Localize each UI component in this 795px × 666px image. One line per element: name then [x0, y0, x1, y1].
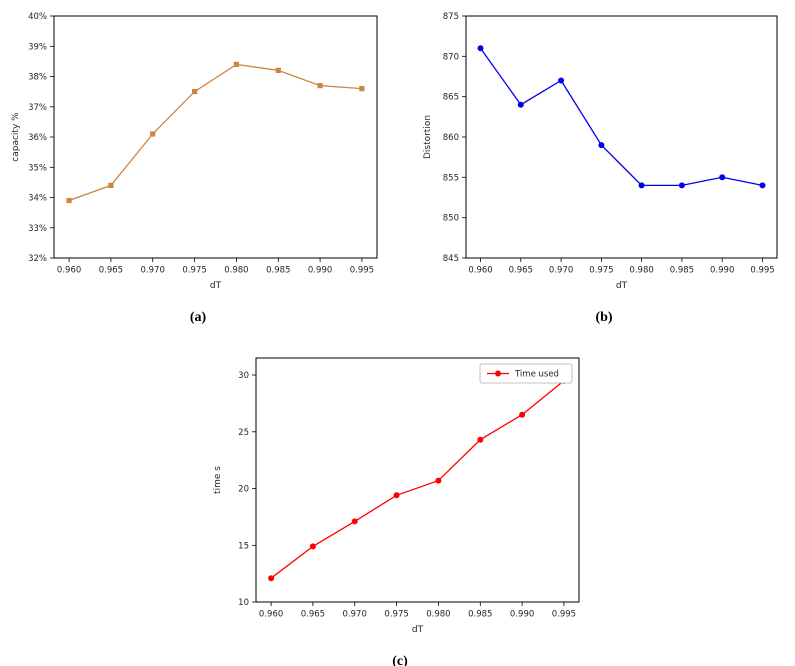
svg-text:Time used: Time used: [514, 370, 559, 380]
svg-text:845: 845: [443, 254, 459, 264]
svg-text:0.975: 0.975: [589, 266, 613, 276]
svg-text:0.975: 0.975: [182, 266, 206, 276]
caption-a: (a): [189, 310, 207, 325]
svg-text:0.965: 0.965: [301, 610, 325, 620]
svg-text:875: 875: [443, 12, 459, 22]
svg-text:0.960: 0.960: [259, 610, 283, 620]
svg-text:0.965: 0.965: [509, 266, 533, 276]
svg-text:25: 25: [238, 428, 249, 438]
svg-text:37%: 37%: [28, 103, 47, 113]
svg-text:0.970: 0.970: [549, 266, 573, 276]
svg-text:0.980: 0.980: [426, 610, 450, 620]
svg-text:0.995: 0.995: [552, 610, 576, 620]
svg-text:0.995: 0.995: [750, 266, 774, 276]
svg-text:38%: 38%: [28, 73, 47, 83]
svg-text:40%: 40%: [28, 12, 47, 22]
svg-text:0.990: 0.990: [710, 266, 734, 276]
svg-text:0.985: 0.985: [670, 266, 694, 276]
svg-text:0.975: 0.975: [384, 610, 408, 620]
svg-text:32%: 32%: [28, 254, 47, 264]
svg-text:36%: 36%: [28, 133, 47, 143]
svg-text:30: 30: [238, 371, 249, 381]
svg-text:20: 20: [238, 485, 249, 495]
svg-text:0.960: 0.960: [57, 266, 81, 276]
svg-text:855: 855: [443, 173, 459, 183]
capacity-line-chart: 0.960 0.965 0.970 0.975 0.980 0.985 0.990 0.995…: [11, 12, 378, 291]
svg-text:10: 10: [238, 598, 249, 608]
svg-text:Distortion: Distortion: [423, 115, 433, 159]
svg-text:0.985: 0.985: [266, 266, 290, 276]
svg-text:15: 15: [238, 541, 249, 551]
chart-panel-c: 0.960 0.965 0.970 0.975 0.980 0.985 0.990 0.995…: [208, 346, 592, 666]
svg-text:0.980: 0.980: [224, 266, 248, 276]
svg-text:dT: dT: [412, 625, 424, 635]
svg-text:0.970: 0.970: [141, 266, 165, 276]
svg-text:865: 865: [443, 93, 459, 103]
distortion-line-chart: 0.960 0.965 0.970 0.975 0.980 0.985 0.990 0.995…: [423, 12, 778, 291]
svg-text:dT: dT: [210, 281, 222, 291]
svg-text:860: 860: [443, 133, 459, 143]
svg-text:35%: 35%: [28, 163, 47, 173]
svg-text:capacity %: capacity %: [11, 112, 21, 162]
svg-text:0.990: 0.990: [308, 266, 332, 276]
svg-text:0.990: 0.990: [510, 610, 534, 620]
svg-text:0.960: 0.960: [468, 266, 492, 276]
svg-text:time s: time s: [213, 466, 223, 494]
svg-text:0.965: 0.965: [99, 266, 123, 276]
svg-text:0.985: 0.985: [468, 610, 492, 620]
svg-text:850: 850: [443, 214, 459, 224]
time-line-chart: 0.960 0.965 0.970 0.975 0.980 0.985 0.990 0.995…: [213, 357, 580, 635]
caption-c: (c): [392, 654, 408, 666]
svg-text:870: 870: [443, 52, 459, 62]
svg-text:0.970: 0.970: [343, 610, 367, 620]
svg-text:0.995: 0.995: [350, 266, 374, 276]
caption-b: (b): [595, 310, 613, 325]
svg-text:34%: 34%: [28, 194, 47, 204]
svg-text:39%: 39%: [28, 42, 47, 52]
chart-panel-b: 0.960 0.965 0.970 0.975 0.980 0.985 0.990 0.995…: [418, 4, 790, 326]
chart-panel-a: 0.960 0.965 0.970 0.975 0.980 0.985 0.990 0.995…: [6, 4, 390, 326]
svg-text:0.980: 0.980: [629, 266, 653, 276]
svg-text:dT: dT: [616, 281, 628, 291]
svg-text:33%: 33%: [28, 224, 47, 234]
